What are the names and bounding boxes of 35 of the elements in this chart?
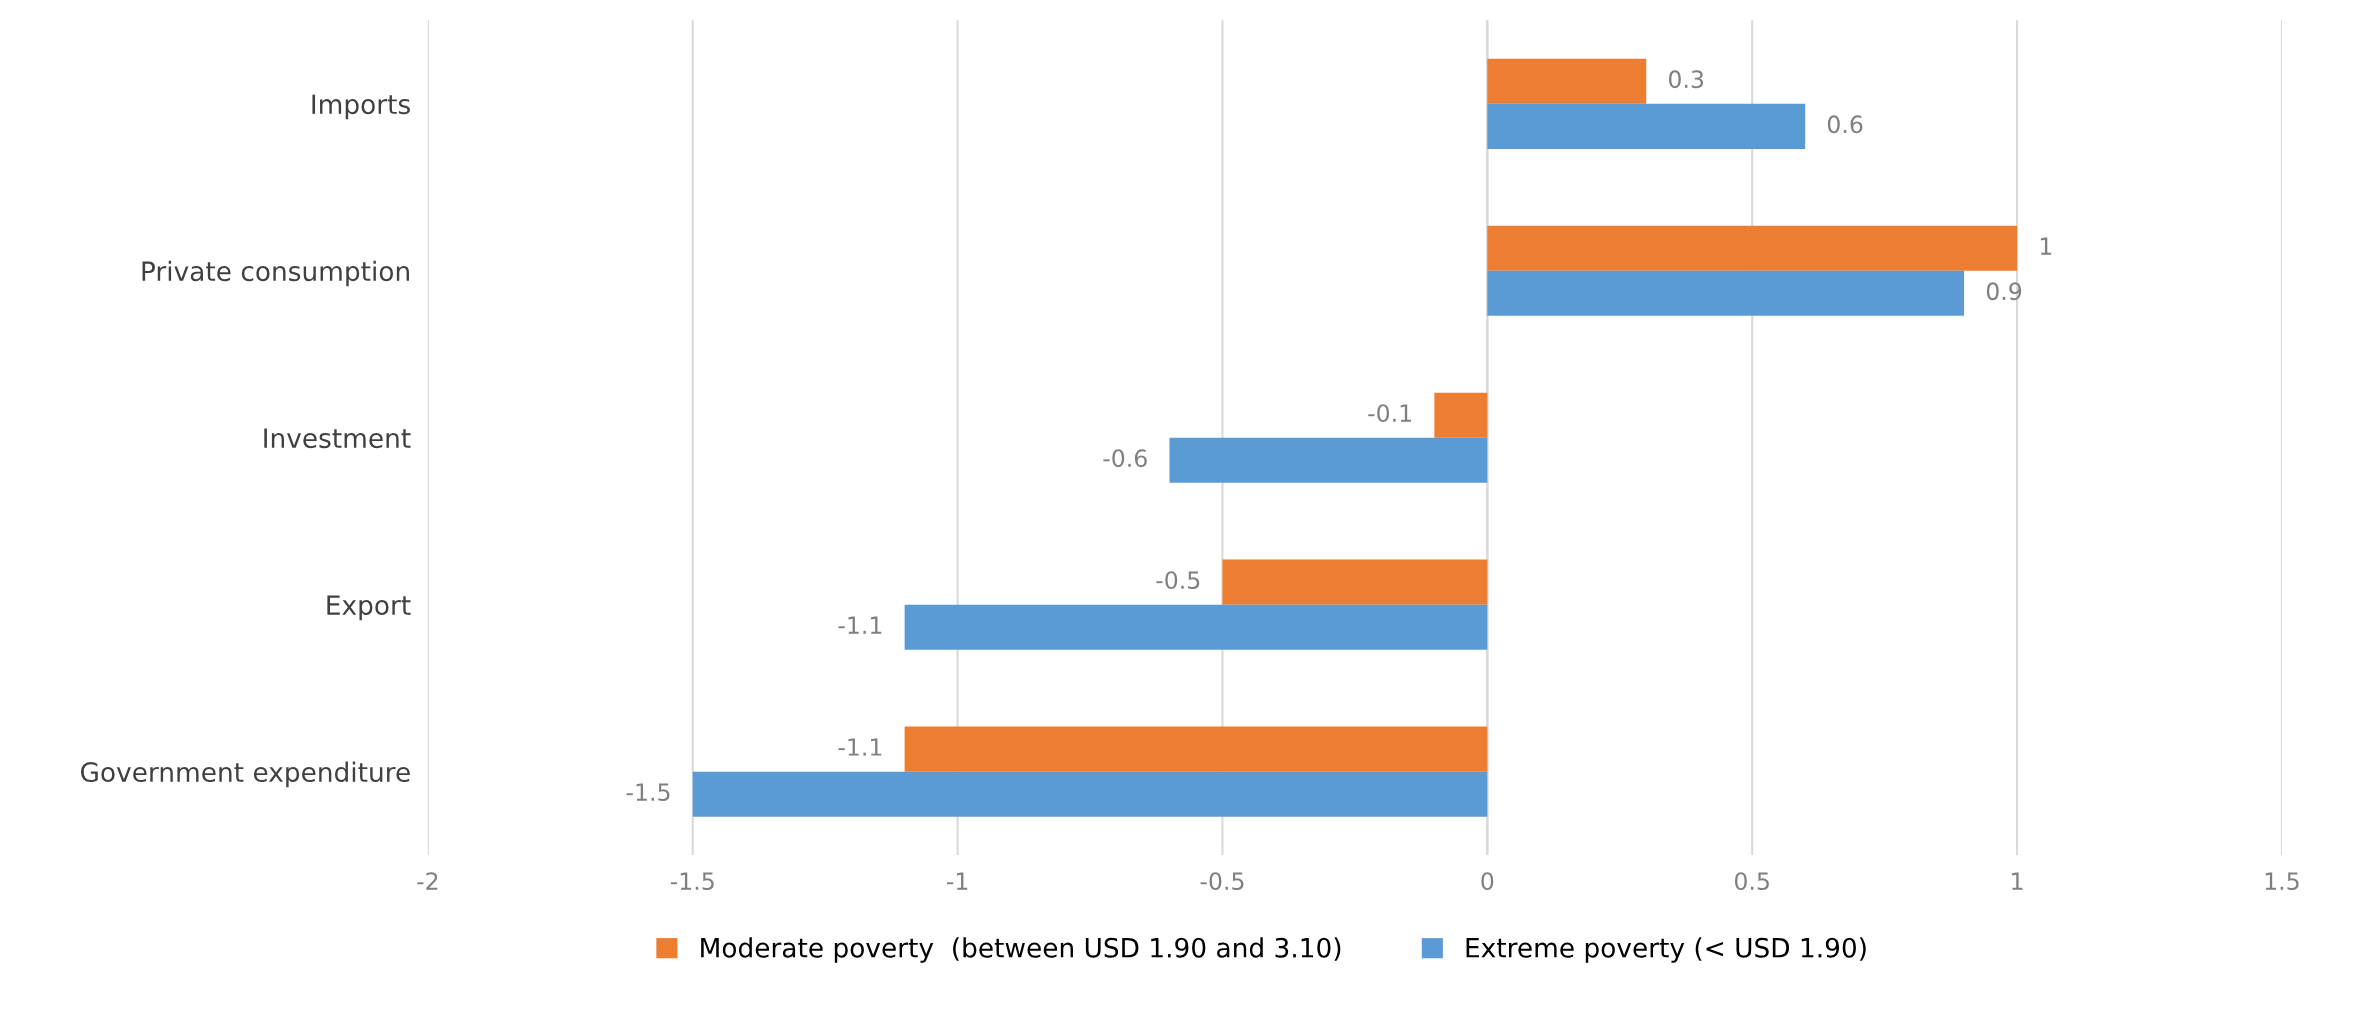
data-label: 0.6 xyxy=(1827,115,1863,134)
x-tick-label: 0.5 xyxy=(1734,872,1769,891)
data-label: -0.1 xyxy=(1368,404,1411,423)
x-tick-label: 1.5 xyxy=(2265,872,2299,891)
x-tick-label: -2 xyxy=(417,872,438,890)
bar xyxy=(1169,437,1488,483)
bar xyxy=(904,726,1488,772)
data-label: 1 xyxy=(2040,237,2052,255)
data-label: -1.1 xyxy=(838,616,882,634)
y-tick-label: Government expenditure xyxy=(80,761,410,788)
y-tick-label: Investment xyxy=(264,428,411,449)
bar xyxy=(1487,270,1965,316)
x-tick-label: 0 xyxy=(1481,872,1494,891)
bar xyxy=(1487,58,1647,104)
data-label: 0.3 xyxy=(1668,70,1704,89)
bar xyxy=(1487,103,1806,149)
data-label: -0.6 xyxy=(1103,449,1147,468)
bar xyxy=(1487,225,2018,271)
x-tick-label: -0.5 xyxy=(1200,872,1244,891)
bar xyxy=(1222,559,1488,605)
data-label: -1.1 xyxy=(838,738,882,756)
data-label: -1.5 xyxy=(626,783,670,802)
data-label: 0.9 xyxy=(1986,282,2022,301)
y-tick-label: Export xyxy=(327,595,411,621)
bar xyxy=(692,771,1488,817)
legend-label: Extreme poverty (< USD 1.90) xyxy=(1466,937,1866,963)
data-label: -0.5 xyxy=(1156,571,1200,589)
y-tick-label: Private consumption xyxy=(142,260,409,287)
bar xyxy=(904,604,1488,650)
y-tick-label: Imports xyxy=(312,94,410,120)
legend-label: Moderate poverty (between USD 1.90 and 3.10) xyxy=(701,937,1341,963)
x-tick-label: 1 xyxy=(2012,872,2023,890)
x-tick-label: -1.5 xyxy=(670,872,714,891)
bar xyxy=(1434,392,1488,438)
x-tick-label: -1 xyxy=(946,872,968,890)
